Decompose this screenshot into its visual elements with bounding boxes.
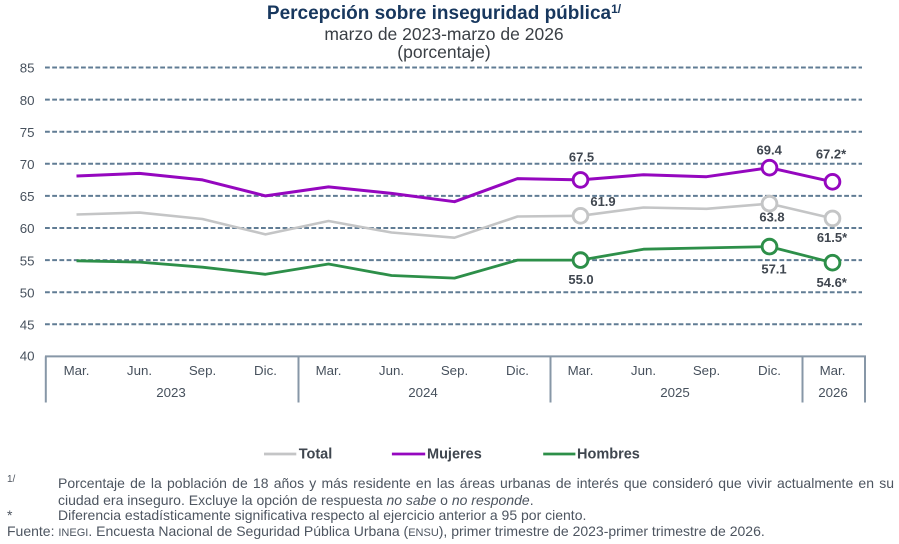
svg-text:Sep.: Sep.	[189, 363, 216, 378]
svg-text:2026: 2026	[818, 385, 848, 400]
svg-text:2025: 2025	[660, 385, 690, 400]
svg-text:Hombres: Hombres	[577, 446, 640, 462]
svg-text:Jun.: Jun.	[127, 363, 152, 378]
svg-text:70: 70	[20, 157, 35, 172]
svg-text:Dic.: Dic.	[506, 363, 529, 378]
svg-text:Sep.: Sep.	[441, 363, 468, 378]
svg-text:61.9: 61.9	[590, 194, 615, 209]
svg-text:Total: Total	[299, 446, 333, 462]
svg-text:Mar.: Mar.	[568, 363, 594, 378]
svg-text:69.4: 69.4	[757, 142, 783, 157]
svg-text:Mar.: Mar.	[820, 363, 846, 378]
svg-text:45: 45	[20, 318, 35, 333]
svg-text:Sep.: Sep.	[693, 363, 720, 378]
svg-text:67.5: 67.5	[569, 150, 594, 165]
svg-text:67.2*: 67.2*	[816, 147, 847, 162]
svg-text:75: 75	[20, 125, 35, 140]
svg-text:Mujeres: Mujeres	[427, 446, 482, 462]
svg-text:55.0: 55.0	[568, 272, 593, 287]
svg-text:Jun.: Jun.	[631, 363, 656, 378]
svg-text:61.5*: 61.5*	[817, 230, 848, 245]
svg-text:54.6*: 54.6*	[817, 275, 848, 290]
svg-text:57.1: 57.1	[761, 261, 786, 276]
svg-text:Dic.: Dic.	[758, 363, 781, 378]
svg-text:55: 55	[20, 253, 35, 268]
svg-text:Dic.: Dic.	[254, 363, 277, 378]
svg-text:60: 60	[20, 221, 35, 236]
svg-text:2024: 2024	[408, 385, 438, 400]
svg-text:Mar.: Mar.	[316, 363, 342, 378]
svg-text:65: 65	[20, 189, 35, 204]
svg-text:80: 80	[20, 93, 35, 108]
svg-text:63.8: 63.8	[759, 210, 784, 225]
svg-text:2023: 2023	[156, 385, 186, 400]
svg-text:40: 40	[20, 349, 35, 364]
svg-text:Jun.: Jun.	[379, 363, 404, 378]
svg-text:50: 50	[20, 285, 35, 300]
svg-text:85: 85	[20, 61, 35, 76]
svg-text:Mar.: Mar.	[64, 363, 90, 378]
